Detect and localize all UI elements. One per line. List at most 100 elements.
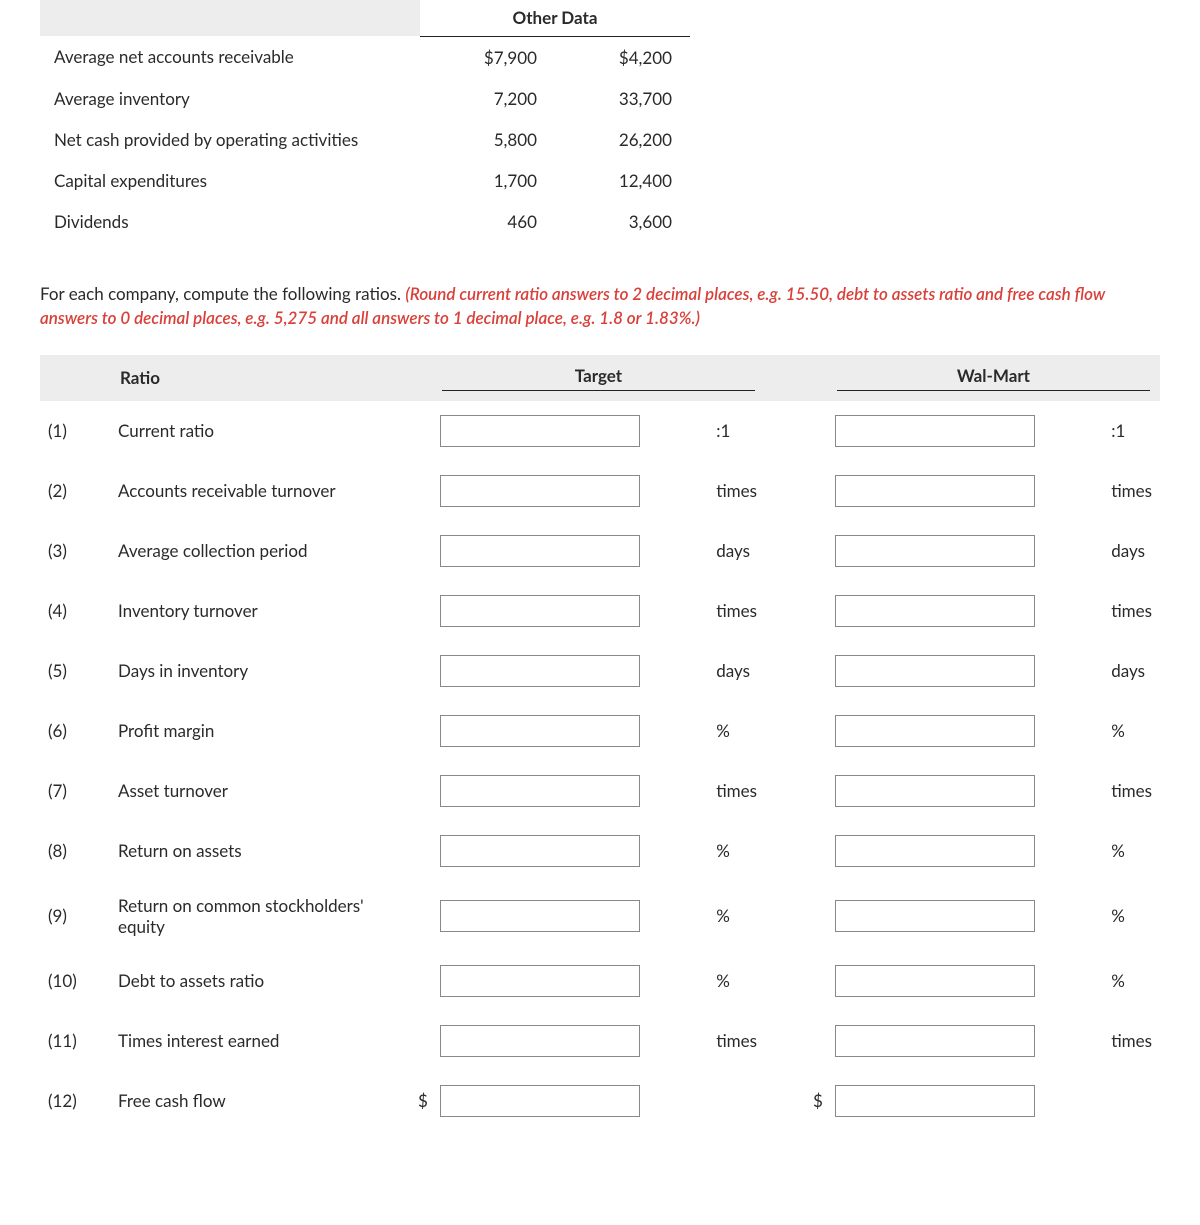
ratio-number: (8): [40, 821, 110, 881]
other-data-blank-header: [40, 0, 420, 36]
other-data-label: Net cash provided by operating activitie…: [40, 119, 420, 160]
ratio-walmart-input[interactable]: [835, 655, 1035, 687]
ratio-walmart-prefix: [805, 461, 827, 521]
ratio-target-input[interactable]: [440, 715, 640, 747]
other-data-label: Average inventory: [40, 78, 420, 119]
ratio-target-prefix: [410, 761, 432, 821]
ratio-name: Return on common stockholders' equity: [110, 881, 410, 951]
ratio-target-input[interactable]: [440, 475, 640, 507]
ratio-target-unit: [708, 1071, 765, 1131]
ratio-walmart-input[interactable]: [835, 965, 1035, 997]
ratio-header-target: Target: [432, 355, 765, 401]
ratio-target-input[interactable]: [440, 835, 640, 867]
ratio-walmart-input[interactable]: [835, 475, 1035, 507]
ratio-target-input[interactable]: [440, 595, 640, 627]
ratio-target-cell: [432, 461, 708, 521]
ratio-header-spacer2: [805, 355, 827, 401]
ratio-target-prefix: [410, 881, 432, 951]
ratio-walmart-unit: :1: [1103, 401, 1160, 461]
ratio-row: (2)Accounts receivable turnovertimestime…: [40, 461, 1160, 521]
ratio-walmart-unit: days: [1103, 521, 1160, 581]
ratio-header-spacer1: [410, 355, 432, 401]
ratio-walmart-prefix: [805, 581, 827, 641]
ratio-walmart-cell: [827, 521, 1103, 581]
ratio-number: (11): [40, 1011, 110, 1071]
ratio-gap: [765, 821, 805, 881]
ratio-walmart-unit: times: [1103, 581, 1160, 641]
ratio-walmart-prefix: [805, 951, 827, 1011]
ratio-walmart-prefix: [805, 701, 827, 761]
ratio-walmart-unit: times: [1103, 1011, 1160, 1071]
ratio-target-unit: :1: [708, 401, 765, 461]
ratio-row: (11)Times interest earnedtimestimes: [40, 1011, 1160, 1071]
ratio-target-input[interactable]: [440, 535, 640, 567]
ratio-name: Debt to assets ratio: [110, 951, 410, 1011]
ratio-walmart-cell: [827, 881, 1103, 951]
ratio-walmart-input[interactable]: [835, 415, 1035, 447]
ratio-gap: [765, 1011, 805, 1071]
other-data-col2: 26,200: [555, 119, 690, 160]
ratio-walmart-unit: %: [1103, 821, 1160, 881]
ratio-number: (4): [40, 581, 110, 641]
ratio-target-unit: %: [708, 701, 765, 761]
other-data-row: Net cash provided by operating activitie…: [40, 119, 690, 160]
ratio-walmart-prefix: [805, 821, 827, 881]
ratio-target-input[interactable]: [440, 1085, 640, 1117]
ratio-walmart-cell: [827, 581, 1103, 641]
other-data-col1: 7,200: [420, 78, 555, 119]
ratio-gap: [765, 881, 805, 951]
ratio-walmart-cell: [827, 401, 1103, 461]
ratio-row: (12)Free cash flow$$: [40, 1071, 1160, 1131]
ratio-number: (3): [40, 521, 110, 581]
ratio-gap: [765, 401, 805, 461]
ratio-walmart-prefix: [805, 761, 827, 821]
other-data-row: Average inventory7,20033,700: [40, 78, 690, 119]
ratio-walmart-input[interactable]: [835, 1025, 1035, 1057]
ratio-target-input[interactable]: [440, 655, 640, 687]
ratio-walmart-input[interactable]: [835, 775, 1035, 807]
other-data-label: Capital expenditures: [40, 160, 420, 201]
ratio-target-prefix: [410, 581, 432, 641]
other-data-col1: $7,900: [420, 36, 555, 78]
ratio-number: (7): [40, 761, 110, 821]
ratio-target-input[interactable]: [440, 900, 640, 932]
ratio-target-cell: [432, 641, 708, 701]
other-data-col2: $4,200: [555, 36, 690, 78]
ratio-target-unit: %: [708, 881, 765, 951]
ratio-target-unit: %: [708, 821, 765, 881]
ratio-target-input[interactable]: [440, 775, 640, 807]
ratio-walmart-input[interactable]: [835, 900, 1035, 932]
ratio-walmart-input[interactable]: [835, 715, 1035, 747]
ratio-target-input[interactable]: [440, 1025, 640, 1057]
ratio-walmart-input[interactable]: [835, 835, 1035, 867]
ratio-walmart-cell: [827, 701, 1103, 761]
ratio-table: Ratio Target Wal-Mart (1)Current ratio:1…: [40, 355, 1160, 1131]
ratio-walmart-prefix: [805, 641, 827, 701]
ratio-walmart-unit: days: [1103, 641, 1160, 701]
ratio-name: Free cash flow: [110, 1071, 410, 1131]
ratio-number: (10): [40, 951, 110, 1011]
ratio-target-unit: times: [708, 461, 765, 521]
ratio-target-input[interactable]: [440, 965, 640, 997]
ratio-number: (5): [40, 641, 110, 701]
ratio-name: Profit margin: [110, 701, 410, 761]
ratio-target-unit: days: [708, 521, 765, 581]
other-data-col1: 5,800: [420, 119, 555, 160]
ratio-target-cell: [432, 881, 708, 951]
ratio-walmart-input[interactable]: [835, 535, 1035, 567]
ratio-walmart-prefix: [805, 401, 827, 461]
ratio-row: (6)Profit margin%%: [40, 701, 1160, 761]
ratio-number: (9): [40, 881, 110, 951]
ratio-name: Current ratio: [110, 401, 410, 461]
ratio-target-cell: [432, 401, 708, 461]
ratio-walmart-cell: [827, 951, 1103, 1011]
ratio-gap: [765, 1071, 805, 1131]
ratio-row: (10)Debt to assets ratio%%: [40, 951, 1160, 1011]
ratio-name: Average collection period: [110, 521, 410, 581]
ratio-target-unit: %: [708, 951, 765, 1011]
ratio-row: (1)Current ratio:1:1: [40, 401, 1160, 461]
ratio-target-cell: [432, 1011, 708, 1071]
ratio-walmart-input[interactable]: [835, 595, 1035, 627]
ratio-walmart-input[interactable]: [835, 1085, 1035, 1117]
ratio-target-input[interactable]: [440, 415, 640, 447]
